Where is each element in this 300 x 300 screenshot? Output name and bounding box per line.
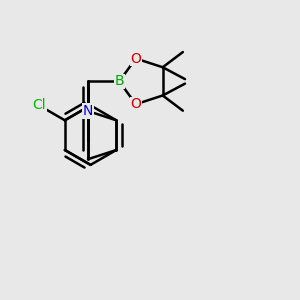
Text: O: O (130, 97, 141, 111)
Text: O: O (130, 52, 141, 65)
Text: B: B (114, 74, 124, 88)
Text: N: N (83, 104, 93, 118)
Text: Cl: Cl (32, 98, 46, 112)
